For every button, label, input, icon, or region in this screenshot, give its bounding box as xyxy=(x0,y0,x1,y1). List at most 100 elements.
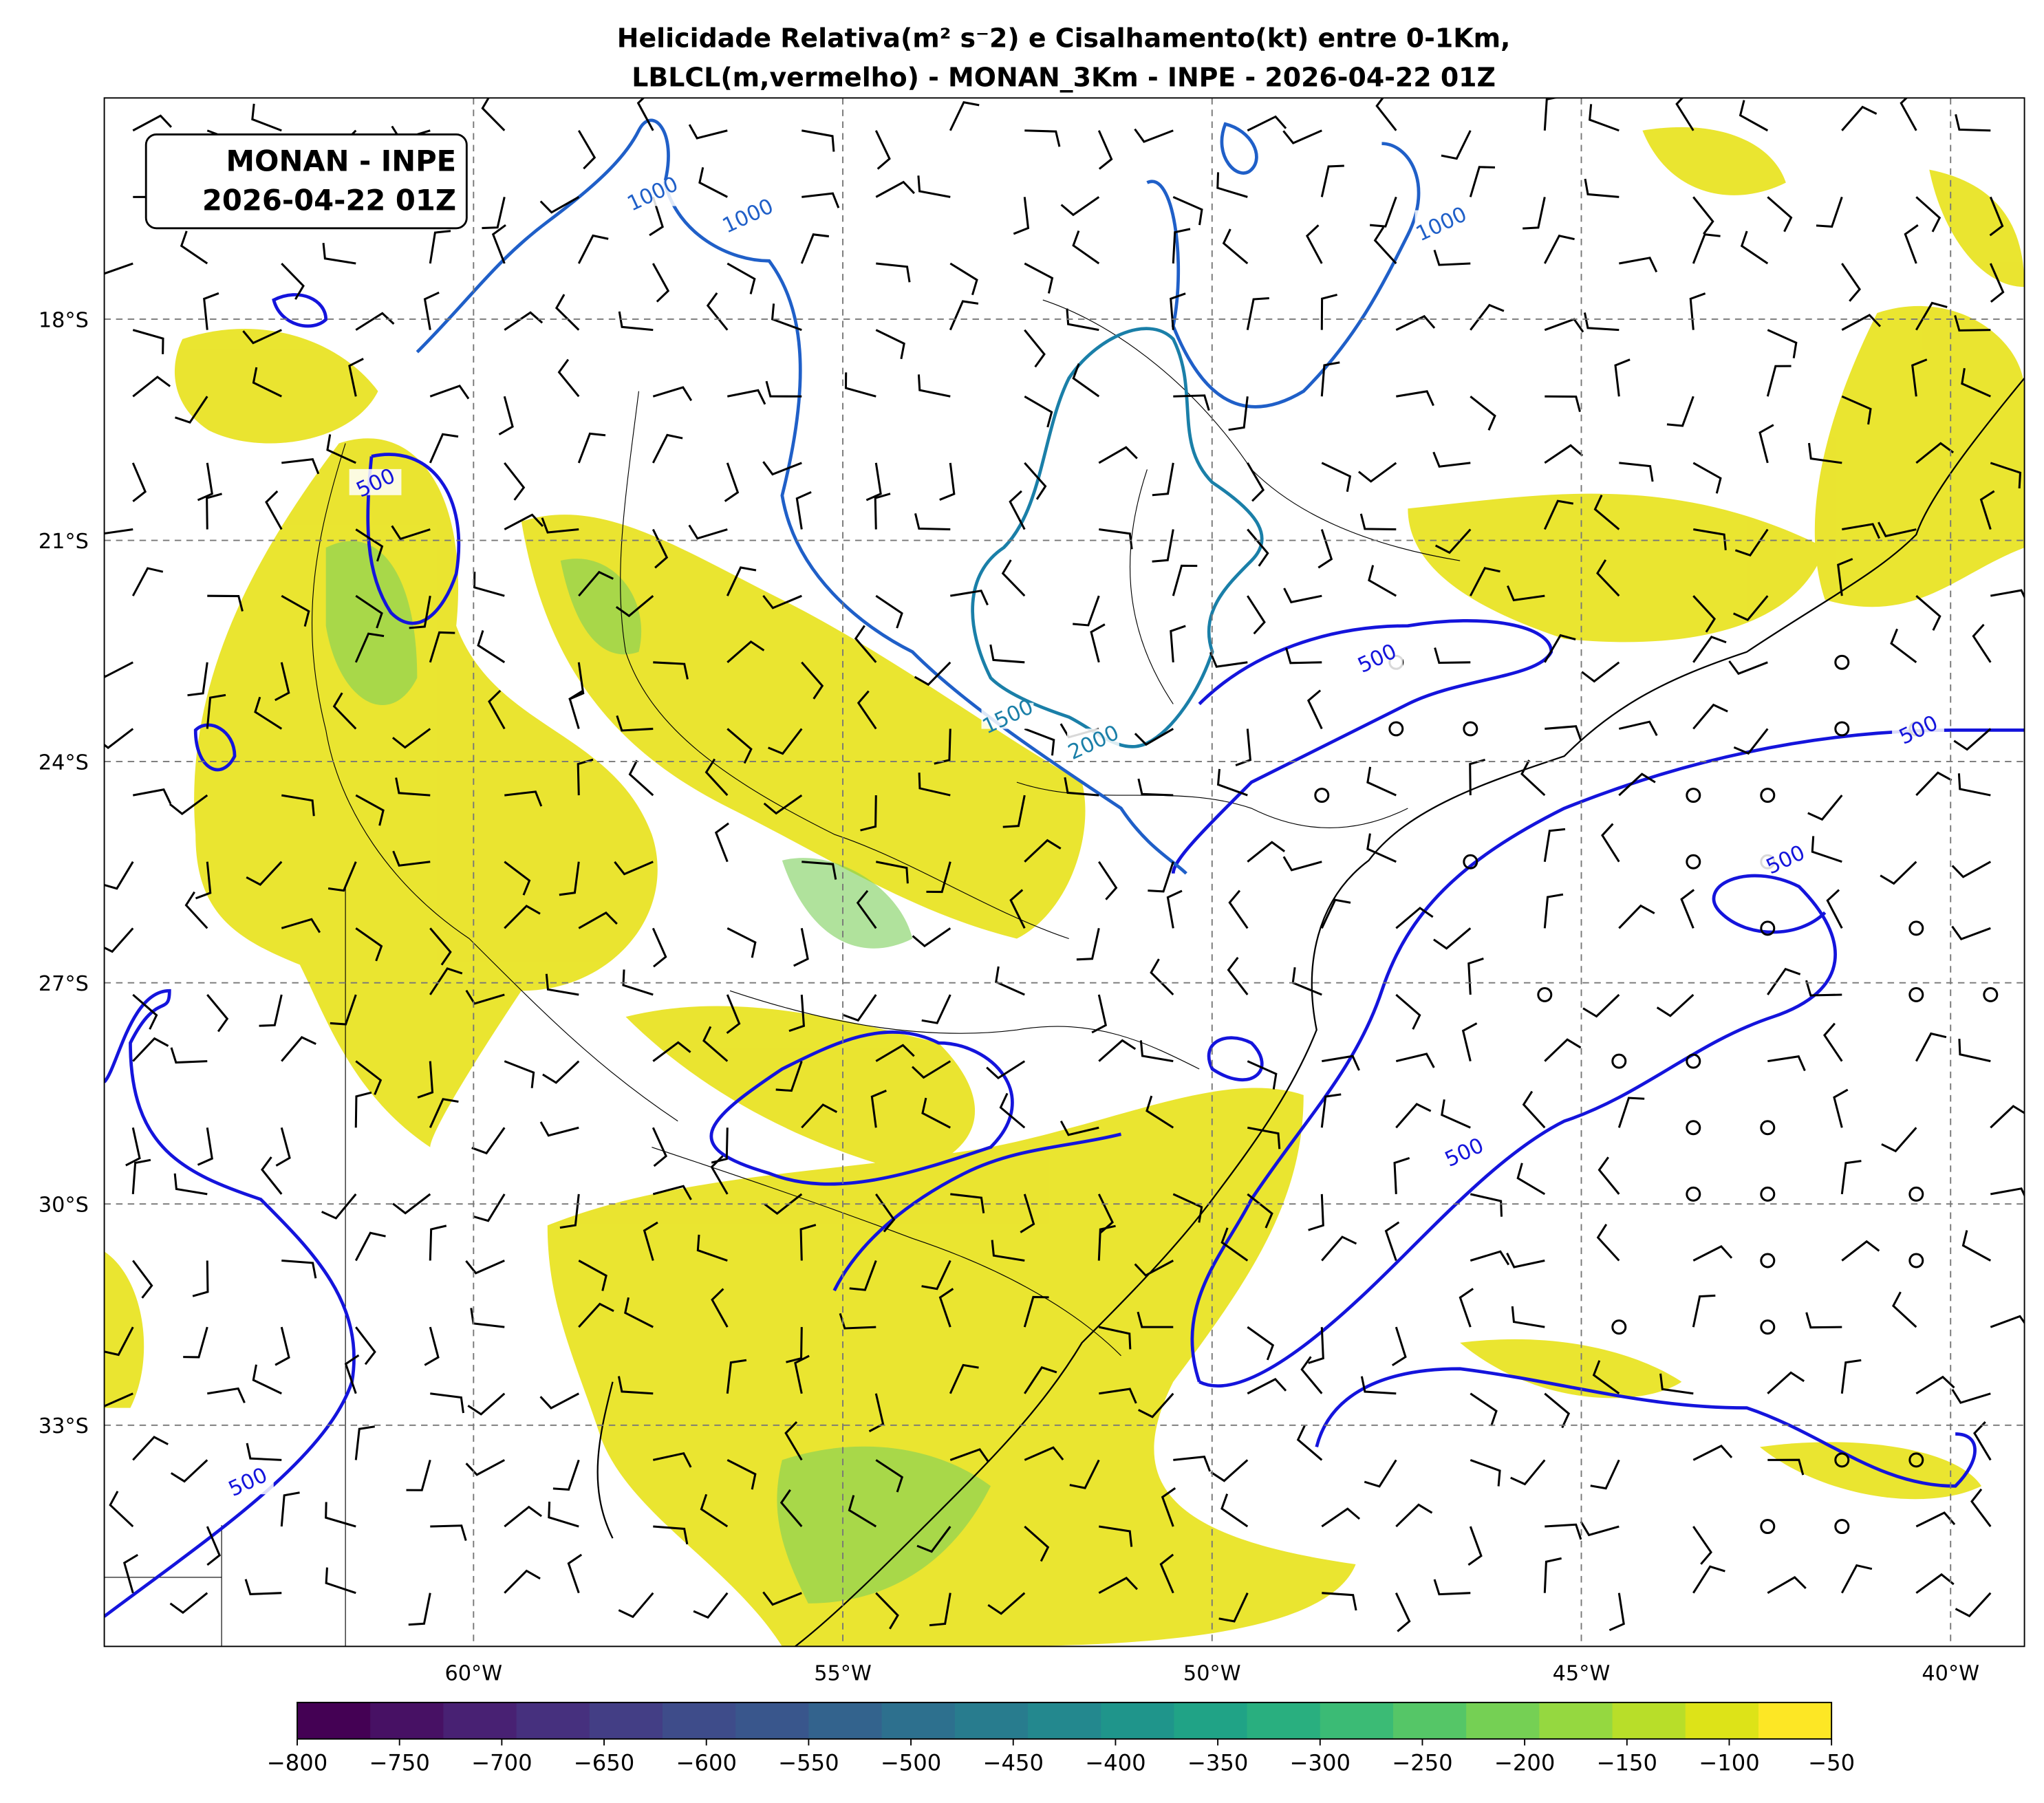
wind-barb xyxy=(1433,927,1472,950)
wind-barb xyxy=(1228,396,1249,431)
wind-barb xyxy=(1023,1295,1049,1328)
wind-barb xyxy=(950,590,989,606)
wind-barb xyxy=(921,1097,951,1129)
wind-barb xyxy=(1024,129,1061,147)
colorbar-tick-label: −700 xyxy=(471,1749,532,1775)
lat-tick-label: 30°S xyxy=(39,1194,89,1218)
calm-marker xyxy=(1760,920,1776,936)
wind-barb xyxy=(545,973,579,996)
wind-barb xyxy=(1880,861,1917,885)
wind-barb xyxy=(1321,462,1352,493)
wind-barb xyxy=(1321,1507,1361,1528)
wind-barb xyxy=(1134,728,1174,746)
wind-barb xyxy=(354,1091,372,1128)
colorbar-tick-label: −450 xyxy=(983,1749,1044,1775)
colorbar-segment xyxy=(516,1702,590,1739)
wind-barb xyxy=(1024,1446,1064,1461)
wind-barb xyxy=(197,462,213,501)
wind-barb xyxy=(1321,1235,1357,1262)
contour-label: 1000 xyxy=(624,172,682,216)
wind-barb xyxy=(854,625,877,663)
wind-barb xyxy=(104,528,133,535)
wind-barb xyxy=(498,396,514,435)
wind-barb xyxy=(1137,778,1174,797)
wind-barb xyxy=(1545,1523,1582,1540)
wind-barb xyxy=(1619,257,1658,272)
wind-barb xyxy=(183,1326,208,1359)
wind-barb xyxy=(559,861,580,896)
wind-barb xyxy=(727,640,765,663)
wind-barb xyxy=(354,1425,375,1460)
wind-barb xyxy=(1543,893,1564,929)
wind-barb xyxy=(1210,1459,1249,1482)
wind-barb xyxy=(765,380,802,398)
wind-barb xyxy=(1617,1097,1645,1128)
wind-barb xyxy=(1951,925,1991,940)
wind-barb xyxy=(1692,703,1728,730)
wind-barb xyxy=(132,1260,153,1299)
wind-barb xyxy=(395,777,431,797)
wind-barb xyxy=(939,462,956,501)
wind-barb xyxy=(1837,558,1853,596)
wind-barb xyxy=(839,1313,876,1330)
wind-barb xyxy=(917,374,951,398)
wind-barb xyxy=(504,905,541,929)
lon-tick-label: 45°W xyxy=(1553,1662,1611,1686)
wind-barb xyxy=(542,1060,580,1084)
wind-barb xyxy=(1064,777,1099,797)
wind-barb xyxy=(259,994,283,1027)
wind-barb xyxy=(1589,104,1620,132)
wind-barb xyxy=(1170,625,1186,662)
wind-barb xyxy=(132,993,158,1030)
wind-barb xyxy=(1024,1366,1057,1394)
wind-barb xyxy=(1396,390,1434,407)
wind-barb xyxy=(1584,178,1620,198)
wind-barb xyxy=(1915,442,1955,464)
wind-barb xyxy=(624,1297,654,1328)
wind-barb xyxy=(1618,720,1658,736)
calm-marker xyxy=(1834,721,1850,737)
wind-barb xyxy=(1544,1038,1582,1062)
wind-barb xyxy=(207,594,244,612)
wind-barb xyxy=(843,994,877,1022)
wind-barb xyxy=(1970,1488,1992,1527)
wind-barb xyxy=(578,570,614,597)
wind-barb xyxy=(1470,1392,1498,1427)
wind-barb xyxy=(929,1593,951,1627)
wind-barb xyxy=(788,994,806,1033)
wind-barb xyxy=(652,263,670,303)
wind-barb xyxy=(281,1259,317,1279)
wind-barb xyxy=(934,728,951,765)
wind-barb xyxy=(711,1288,729,1328)
wind-barb xyxy=(688,524,728,540)
wind-barb xyxy=(1951,861,1992,878)
contour-label: 1000 xyxy=(1412,202,1471,246)
wind-barb xyxy=(714,822,729,863)
wind-barb xyxy=(849,1260,877,1291)
wind-barb xyxy=(1580,1521,1620,1537)
wind-barb xyxy=(1467,958,1484,995)
wind-barb xyxy=(577,129,596,170)
wind-barb xyxy=(799,1224,817,1261)
wind-barb xyxy=(1990,1105,2025,1129)
calm-marker xyxy=(1611,1053,1627,1069)
wind-barb xyxy=(1614,358,1631,397)
wind-barb xyxy=(1098,1039,1137,1062)
wind-barb xyxy=(504,311,544,331)
calm-marker xyxy=(1908,986,1924,1002)
wind-barb xyxy=(132,376,171,398)
wind-barb xyxy=(1441,130,1472,160)
wind-barb xyxy=(1543,1557,1562,1593)
wind-barb xyxy=(1507,585,1545,602)
wind-barb xyxy=(989,644,1025,664)
wind-barb xyxy=(1320,361,1340,397)
wind-barb xyxy=(793,928,809,967)
wind-barb xyxy=(857,690,877,730)
wind-barb xyxy=(875,1459,904,1493)
wind-barb xyxy=(1841,314,1882,331)
wind-barb xyxy=(1596,1223,1620,1262)
wind-barb xyxy=(802,861,837,880)
wind-barb xyxy=(764,1193,803,1215)
wind-barb xyxy=(1395,993,1421,1030)
